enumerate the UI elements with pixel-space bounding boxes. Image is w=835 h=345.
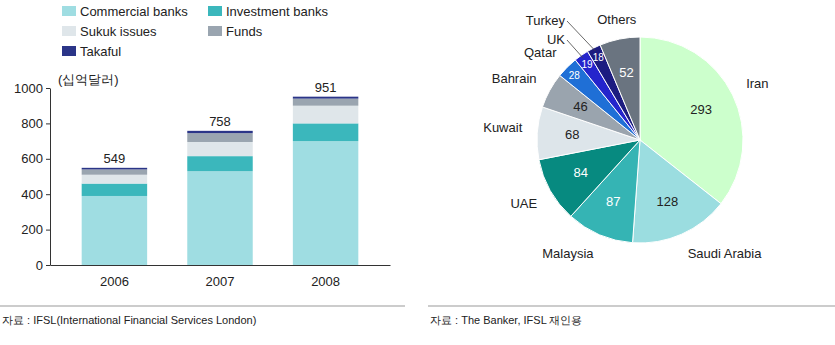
y-tick: 400 bbox=[21, 187, 50, 202]
pie bbox=[537, 37, 743, 243]
y-tick-label: 600 bbox=[21, 151, 43, 166]
x-tick-label: 2006 bbox=[100, 274, 129, 289]
source: 자료 : The Banker, IFSL 재인용 bbox=[430, 314, 582, 326]
x-tick: 2006 bbox=[100, 274, 129, 289]
legend-label: Sukuk issues bbox=[80, 24, 157, 39]
bar bbox=[293, 141, 358, 265]
series-group bbox=[82, 99, 359, 175]
source: 자료 : IFSL(International Financial Servic… bbox=[2, 314, 256, 326]
legend-swatch bbox=[208, 26, 222, 36]
legend-label: Funds bbox=[226, 24, 263, 39]
y-tick: 0 bbox=[36, 258, 50, 273]
y-tick-mark bbox=[46, 88, 50, 89]
data-label: 52 bbox=[619, 65, 633, 80]
category-label: Kuwait bbox=[483, 120, 522, 135]
leader-line bbox=[567, 21, 595, 51]
bar bbox=[187, 171, 252, 265]
series-group bbox=[82, 123, 359, 196]
y-tick: 1000 bbox=[14, 81, 50, 96]
category-label: Bahrain bbox=[492, 71, 537, 86]
y-tick: 200 bbox=[21, 222, 50, 237]
chart-canvas: 0 200 400 600 800 1000 2006 2007 2008 549 758 951 (십… bbox=[0, 0, 835, 345]
separator bbox=[428, 306, 835, 307]
y-tick-mark bbox=[46, 159, 50, 160]
legend-label: Investment banks bbox=[226, 4, 328, 19]
bar bbox=[293, 123, 358, 141]
x-tick-label: 2007 bbox=[206, 274, 235, 289]
series-group bbox=[82, 106, 359, 184]
data-label: 87 bbox=[606, 194, 620, 209]
legend-swatch bbox=[62, 26, 76, 36]
bar bbox=[82, 169, 147, 174]
y-tick-label: 200 bbox=[21, 222, 43, 237]
legend-label: Commercial banks bbox=[80, 4, 188, 19]
x-tick: 2008 bbox=[311, 274, 340, 289]
legend: Commercial banks Investment banks Sukuk is… bbox=[62, 4, 328, 59]
y-tick-label: 400 bbox=[21, 187, 43, 202]
x-tick: 2007 bbox=[206, 274, 235, 289]
legend-swatch bbox=[62, 6, 76, 16]
category-label: Saudi Arabia bbox=[688, 246, 762, 261]
legend-swatch bbox=[62, 46, 76, 56]
category-label: Others bbox=[597, 12, 637, 27]
data-label: 68 bbox=[565, 127, 579, 142]
bar bbox=[187, 142, 252, 156]
category-label: Malaysia bbox=[542, 246, 594, 261]
data-label: 46 bbox=[573, 99, 587, 114]
legend-label: Takaful bbox=[80, 44, 121, 59]
y-tick-label: 800 bbox=[21, 116, 43, 131]
legend-swatch bbox=[208, 6, 222, 16]
y-tick: 600 bbox=[21, 151, 50, 166]
total-label: 951 bbox=[315, 80, 337, 95]
x-axis-line bbox=[51, 265, 391, 266]
y-axis-title: (십억달러) bbox=[58, 72, 119, 87]
y-tick-label: 0 bbox=[36, 258, 43, 273]
y-tick-label: 1000 bbox=[14, 81, 43, 96]
bar bbox=[82, 196, 147, 265]
series-group bbox=[82, 97, 359, 170]
bar bbox=[187, 131, 252, 133]
bar bbox=[187, 133, 252, 142]
data-label: 293 bbox=[690, 102, 712, 117]
total-label: 758 bbox=[209, 114, 231, 129]
bar bbox=[293, 97, 358, 99]
bar bbox=[187, 156, 252, 171]
data-label: 84 bbox=[574, 165, 588, 180]
x-tick-label: 2008 bbox=[311, 274, 340, 289]
y-tick-mark bbox=[46, 230, 50, 231]
y-tick-mark bbox=[46, 123, 50, 124]
data-label: 28 bbox=[569, 70, 581, 81]
pie-slice bbox=[633, 140, 721, 243]
bar bbox=[82, 175, 147, 184]
y-tick-mark bbox=[46, 194, 50, 195]
y-tick: 800 bbox=[21, 116, 50, 131]
data-label: 128 bbox=[657, 194, 679, 209]
x-axis: 2006 2007 2008 bbox=[51, 266, 391, 290]
bar bbox=[293, 99, 358, 106]
leader-line bbox=[567, 40, 583, 58]
bar bbox=[82, 168, 147, 170]
total-label: 549 bbox=[104, 151, 126, 166]
bar bbox=[293, 106, 358, 124]
category-label: UK bbox=[547, 32, 565, 47]
y-tick-mark bbox=[46, 265, 50, 266]
series-group bbox=[82, 141, 359, 265]
category-label: Turkey bbox=[526, 13, 566, 28]
category-label: UAE bbox=[510, 196, 537, 211]
y-axis-line bbox=[50, 89, 51, 266]
plot-area bbox=[82, 97, 359, 265]
data-label: 18 bbox=[593, 52, 605, 63]
bar bbox=[82, 184, 147, 196]
y-axis: 0 200 400 600 800 1000 bbox=[14, 81, 50, 273]
separator bbox=[0, 306, 405, 307]
category-label: Iran bbox=[746, 76, 768, 91]
data-label: 19 bbox=[582, 59, 594, 70]
pie-slice bbox=[600, 37, 640, 140]
